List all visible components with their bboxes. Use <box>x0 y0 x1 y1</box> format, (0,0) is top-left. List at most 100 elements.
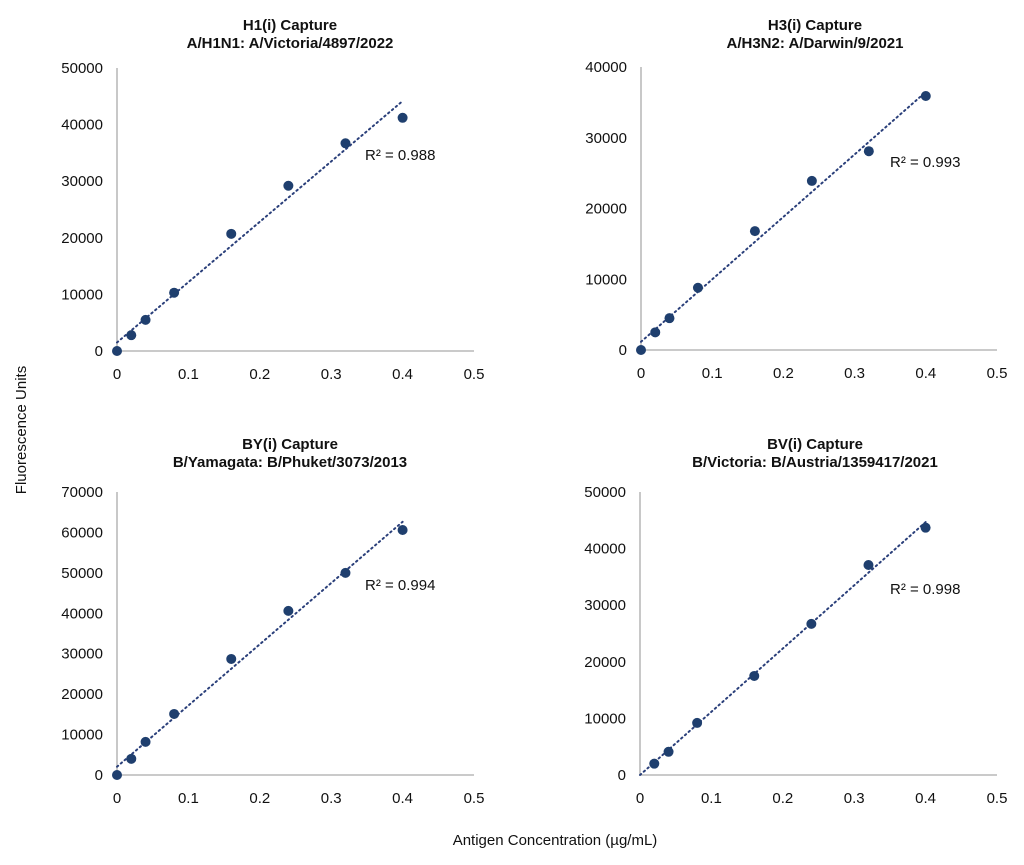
data-point <box>649 758 660 769</box>
x-tick-label: 0.5 <box>464 366 485 383</box>
y-tick-label: 10000 <box>61 727 103 744</box>
data-point <box>126 753 137 764</box>
y-tick-label: 30000 <box>61 646 103 663</box>
x-tick-label: 0.3 <box>844 790 865 807</box>
y-tick-label: 40000 <box>61 117 103 134</box>
x-tick-label: 0 <box>113 366 121 383</box>
trendline <box>639 521 927 776</box>
x-tick-label: 0 <box>637 365 645 382</box>
x-tick-label: 0.1 <box>702 365 723 382</box>
data-point <box>806 618 817 629</box>
chart-title-line: A/H1N1: A/Victoria/4897/2022 <box>187 35 394 52</box>
data-point <box>863 146 874 157</box>
y-tick-label: 20000 <box>584 654 626 671</box>
data-point <box>169 708 180 719</box>
y-tick-label: 0 <box>95 343 103 360</box>
x-tick-label: 0.1 <box>178 366 199 383</box>
data-point <box>340 567 351 578</box>
x-tick-label: 0.2 <box>249 366 270 383</box>
trendline <box>116 100 404 344</box>
data-point <box>283 180 294 191</box>
data-point <box>397 525 408 536</box>
data-point <box>340 138 351 149</box>
data-point <box>112 770 122 780</box>
y-tick-label: 20000 <box>585 201 627 218</box>
x-tick-label: 0.3 <box>844 365 865 382</box>
y-tick-label: 30000 <box>61 173 103 190</box>
data-point <box>664 313 675 324</box>
y-tick-label: 20000 <box>61 230 103 247</box>
data-point <box>920 91 931 102</box>
data-point <box>636 345 646 355</box>
x-tick-label: 0.2 <box>773 365 794 382</box>
chart-title-line: BV(i) Capture <box>767 436 863 453</box>
y-tick-label: 30000 <box>585 130 627 147</box>
data-point <box>397 112 408 123</box>
data-point <box>283 605 294 616</box>
y-tick-label: 0 <box>618 767 626 784</box>
y-tick-label: 30000 <box>584 597 626 614</box>
y-tick-label: 40000 <box>61 605 103 622</box>
data-point <box>226 653 237 664</box>
y-tick-label: 50000 <box>61 60 103 77</box>
x-tick-label: 0 <box>113 790 121 807</box>
x-tick-label: 0.1 <box>178 790 199 807</box>
x-tick-label: 0.5 <box>987 790 1008 807</box>
chart-title-line: B/Yamagata: B/Phuket/3073/2013 <box>173 454 407 471</box>
data-point <box>920 522 931 533</box>
x-tick-label: 0.4 <box>392 790 413 807</box>
data-point <box>692 282 703 293</box>
data-point <box>749 670 760 681</box>
y-tick-label: 40000 <box>584 541 626 558</box>
x-tick-label: 0.5 <box>987 365 1008 382</box>
x-tick-label: 0.4 <box>392 366 413 383</box>
y-tick-label: 40000 <box>585 59 627 76</box>
x-tick-label: 0.1 <box>701 790 722 807</box>
chart-title-line: H1(i) Capture <box>243 17 337 34</box>
data-point <box>806 175 817 186</box>
data-point <box>692 717 703 728</box>
trendline <box>640 90 927 343</box>
x-tick-label: 0.2 <box>249 790 270 807</box>
x-tick-label: 0.3 <box>321 366 342 383</box>
x-tick-label: 0.5 <box>464 790 485 807</box>
r-squared-label: R² = 0.988 <box>365 147 435 164</box>
chart-title-line: BY(i) Capture <box>242 436 338 453</box>
trendline <box>116 520 404 768</box>
x-axis-label: Antigen Concentration (µg/mL) <box>453 832 658 849</box>
y-tick-label: 70000 <box>61 484 103 501</box>
r-squared-label: R² = 0.998 <box>890 581 960 598</box>
chart-title-line: A/H3N2: A/Darwin/9/2021 <box>726 35 903 52</box>
x-tick-label: 0.4 <box>915 790 936 807</box>
y-tick-label: 10000 <box>584 710 626 727</box>
data-point <box>226 228 237 239</box>
data-point <box>863 560 874 571</box>
data-point <box>749 226 760 237</box>
data-point <box>650 327 661 338</box>
x-tick-label: 0 <box>636 790 644 807</box>
x-tick-label: 0.4 <box>915 365 936 382</box>
y-tick-label: 0 <box>619 342 627 359</box>
y-tick-label: 0 <box>95 767 103 784</box>
data-point <box>140 736 151 747</box>
r-squared-label: R² = 0.994 <box>365 577 435 594</box>
x-tick-label: 0.2 <box>772 790 793 807</box>
y-tick-label: 50000 <box>61 565 103 582</box>
data-point <box>126 330 137 341</box>
data-point <box>169 287 180 298</box>
chart-title-line: B/Victoria: B/Austria/1359417/2021 <box>692 454 938 471</box>
y-tick-label: 20000 <box>61 686 103 703</box>
y-tick-label: 50000 <box>584 484 626 501</box>
x-tick-label: 0.3 <box>321 790 342 807</box>
data-point <box>663 746 674 757</box>
y-axis-label: Fluorescence Units <box>13 366 30 494</box>
y-tick-label: 10000 <box>585 271 627 288</box>
y-tick-label: 60000 <box>61 524 103 541</box>
data-point <box>140 314 151 325</box>
data-point <box>112 346 122 356</box>
